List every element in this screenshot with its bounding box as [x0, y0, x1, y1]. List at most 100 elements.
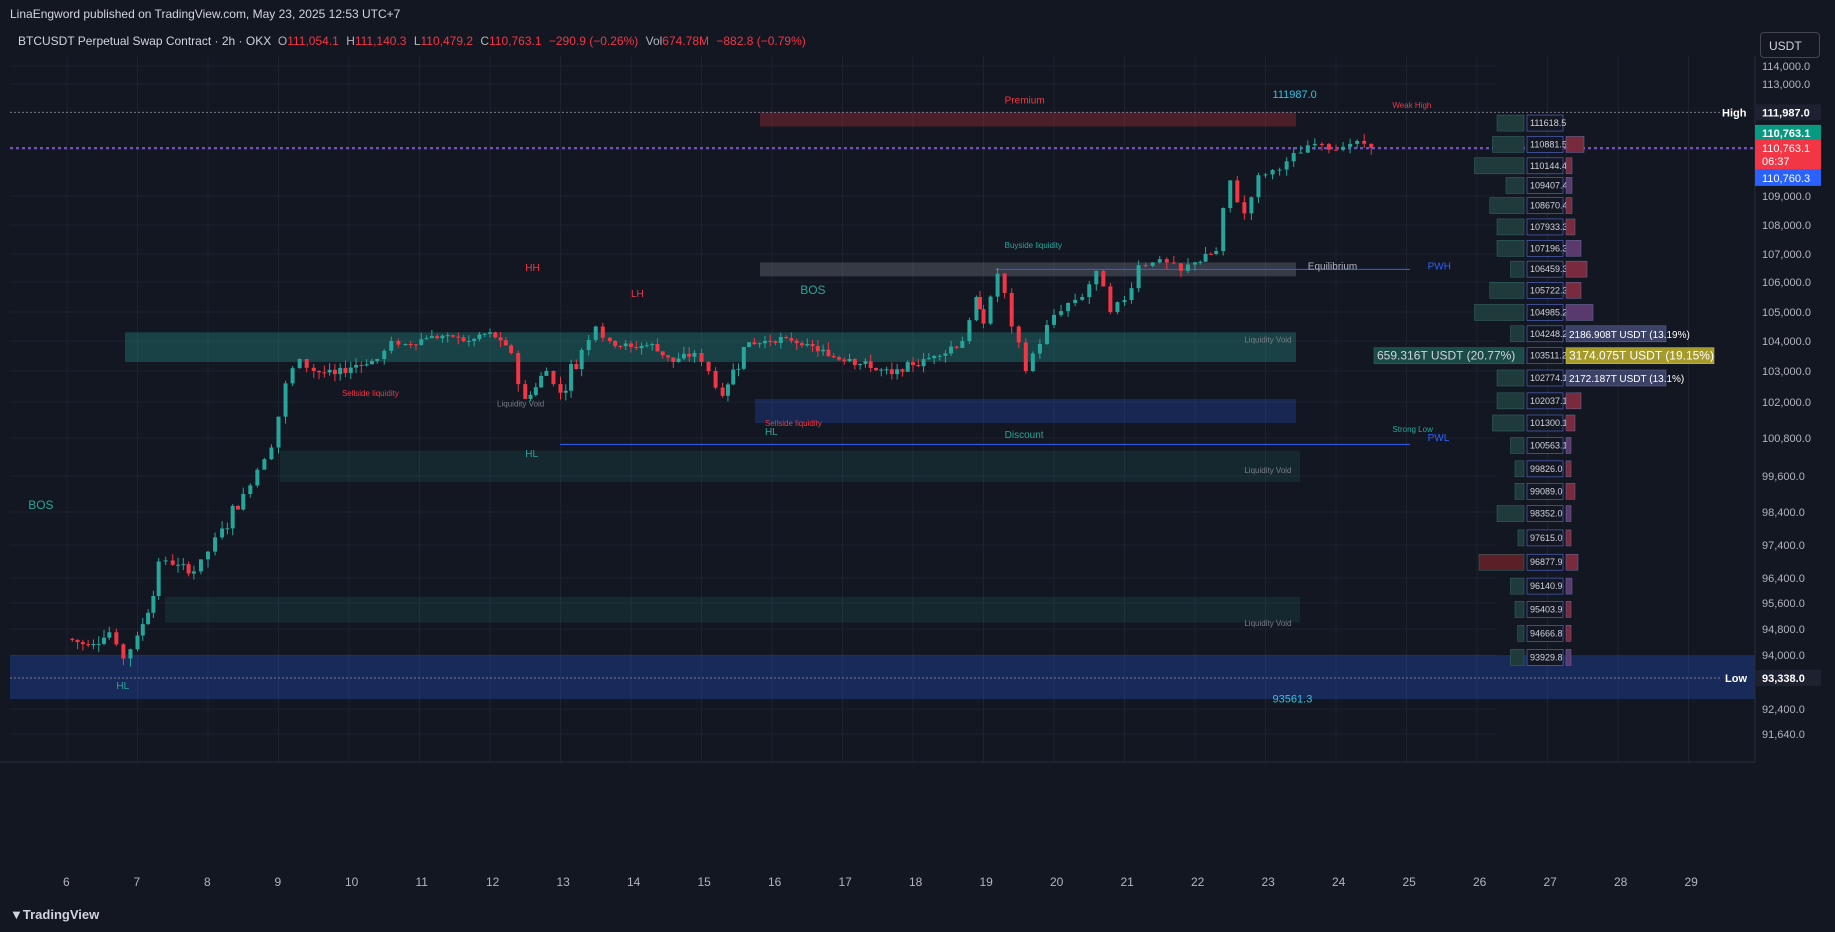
candle [563, 390, 568, 393]
price-tick: 98,400.0 [1762, 507, 1805, 519]
vp-right-label: 2172.187T USDT (13.1%) [1569, 374, 1684, 385]
vp-level-box [1526, 347, 1564, 364]
candle [1242, 202, 1247, 214]
candle [1284, 161, 1289, 170]
high-label: H [346, 34, 355, 48]
vp-level-label: 103511.2 [1530, 351, 1567, 361]
time-tick: 25 [1403, 875, 1417, 889]
price-tick: 110,760.3 [1762, 173, 1810, 185]
chart-annotation: Buyside liquidity [1005, 241, 1062, 250]
vp-level-label: 101300.1 [1530, 418, 1568, 428]
candle [498, 337, 503, 341]
vp-right-bar [1565, 625, 1572, 642]
candle [70, 638, 75, 640]
candle [539, 375, 544, 388]
time-tick: 20 [1050, 875, 1064, 889]
candle [91, 643, 96, 646]
zone-liquidity-void [280, 450, 1300, 482]
candle [456, 336, 461, 338]
vp-right-label: 3174.075T USDT (19.15%) [1569, 349, 1714, 363]
chart-annotation: HL [116, 681, 129, 692]
time-tick: 17 [839, 875, 853, 889]
vp-right-bar [1565, 577, 1573, 595]
vp-level-box [1526, 483, 1564, 500]
price-tick: 104,000.0 [1762, 336, 1811, 348]
candle [1136, 265, 1141, 289]
candle [613, 341, 618, 347]
zone-liquidity-void [125, 332, 1296, 362]
candle [655, 344, 660, 352]
vp-level-box [1526, 325, 1564, 343]
vp-level-label: 99089.0 [1530, 486, 1563, 496]
candle [1150, 262, 1155, 266]
candle [364, 364, 369, 366]
vp-level-label: 109407.4 [1530, 180, 1568, 190]
candle [121, 644, 126, 659]
vp-level-box [1526, 577, 1564, 595]
vp-left-bar [1510, 649, 1525, 666]
vp-level-box [1526, 553, 1564, 571]
candle [773, 341, 778, 343]
volume-label: Vol [645, 34, 663, 48]
candle [332, 369, 337, 375]
candle [359, 365, 364, 366]
candle [1319, 143, 1324, 145]
candle [805, 344, 810, 346]
candle [644, 345, 649, 347]
time-tick: 27 [1544, 875, 1558, 889]
candle [634, 347, 639, 349]
extreme-price-tag [1755, 670, 1821, 686]
vp-level-box [1526, 282, 1564, 299]
candle [741, 347, 746, 369]
candle [623, 343, 628, 347]
volume-value: 674.78M [662, 34, 709, 48]
candle [731, 369, 736, 385]
candle [477, 334, 482, 339]
candle [868, 361, 873, 368]
candle [671, 357, 676, 362]
low-label: L [413, 34, 421, 48]
time-tick: 18 [909, 875, 923, 889]
candle [1122, 300, 1127, 303]
candle [382, 350, 387, 359]
chart-annotation: 93561.3 [1273, 693, 1313, 705]
candle [235, 505, 240, 510]
candle [466, 341, 471, 342]
candle [1355, 141, 1360, 144]
vp-left-bar [1496, 240, 1525, 257]
vp-level-label: 106459.3 [1530, 264, 1568, 274]
candle [1221, 208, 1226, 252]
candle [156, 561, 161, 596]
candle [826, 349, 831, 356]
tradingview-logo[interactable]: ▼​ TradingView [10, 907, 99, 922]
candle [1143, 265, 1148, 267]
vp-level-label: 111618.5 [1530, 118, 1566, 128]
vp-left-bar [1474, 157, 1525, 175]
candle [1037, 344, 1042, 354]
candle [1298, 152, 1303, 154]
candle [574, 363, 579, 369]
vp-left-bar [1496, 505, 1525, 522]
candle [181, 564, 186, 566]
time-tick: 8 [204, 875, 211, 889]
candle [1108, 286, 1113, 312]
time-tick: 21 [1121, 875, 1135, 889]
price-tick: 102,000.0 [1762, 397, 1811, 409]
vp-left-bar [1517, 529, 1525, 547]
symbol-name[interactable]: BTCUSDT Perpetual Swap Contract · 2h · O… [18, 34, 272, 48]
chart-annotation: Sellside liquidity [765, 419, 822, 428]
currency-selector[interactable]: USDT [1760, 32, 1820, 58]
candle [186, 564, 191, 574]
candle [198, 559, 203, 572]
candle [135, 635, 140, 650]
candle [1312, 143, 1317, 146]
candle [762, 341, 767, 344]
candle [884, 369, 889, 371]
candle [794, 340, 799, 344]
chart-annotation: Strong Low [1392, 425, 1433, 434]
vp-right-bar [1565, 369, 1667, 387]
candle [784, 336, 789, 339]
vp-right-bar [1565, 437, 1572, 454]
publish-info: LinaEngword published on TradingView.com… [10, 7, 401, 21]
